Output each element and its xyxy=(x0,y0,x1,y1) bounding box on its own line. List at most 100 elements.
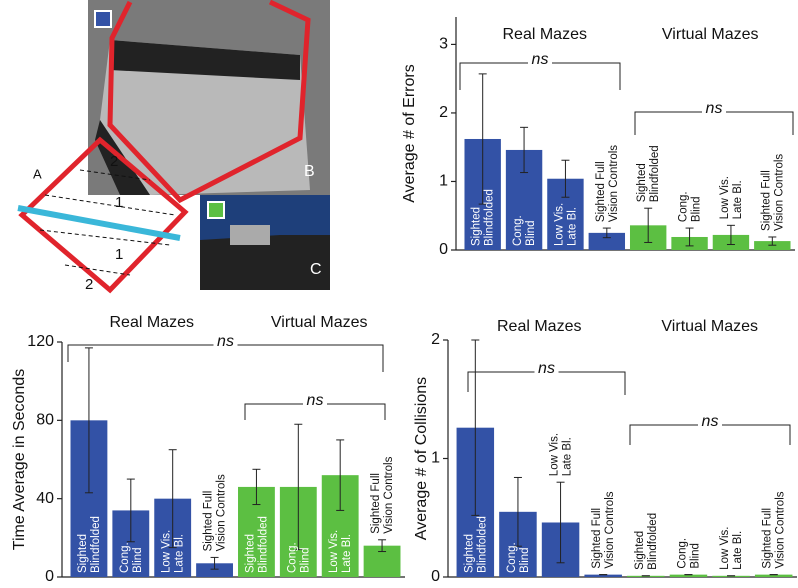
category-line: Low Vis. xyxy=(161,530,173,573)
y-axis-label: Average # of Collisions xyxy=(413,377,430,540)
zone-label: 2 xyxy=(85,276,93,293)
floor xyxy=(100,40,310,195)
y-tick-label: 3 xyxy=(439,36,448,53)
photo-panel: A B C 2 1 1 2 xyxy=(17,0,330,294)
category-line: Sighted xyxy=(634,531,646,570)
error-bar xyxy=(602,227,611,239)
category-label: Low Vis.Late Bl. xyxy=(719,176,744,219)
category-line: Sighted Full xyxy=(762,508,774,569)
error-bar xyxy=(294,423,303,551)
category-line: Late Bl. xyxy=(732,180,744,219)
annotation: ns xyxy=(532,51,549,68)
zone-label: 1 xyxy=(115,246,123,263)
category-line: Low Vis. xyxy=(553,203,565,246)
category-line: Blind xyxy=(519,547,531,573)
category-line: Sighted xyxy=(471,207,483,246)
category-label: SightedBlindfolded xyxy=(636,145,661,202)
bar xyxy=(754,574,793,577)
category-label: SightedBlindfolded xyxy=(471,189,496,246)
error-bar xyxy=(513,476,522,547)
error-bar xyxy=(210,556,219,570)
divider xyxy=(44,194,176,216)
category-label: SightedBlindfolded xyxy=(244,516,269,573)
category-label: SightedBlindfolded xyxy=(463,516,488,573)
category-label: Sighted FullVision Controls xyxy=(760,154,785,231)
error-bar xyxy=(685,227,694,247)
category-line: Vision Controls xyxy=(383,456,395,533)
bracket-gap xyxy=(528,60,552,66)
error-bar xyxy=(644,207,653,243)
annotation: ns xyxy=(307,392,324,409)
y-tick-label: 2 xyxy=(439,104,448,121)
category-line: Sighted xyxy=(77,534,89,573)
category-label: Low Vis.Late Bl. xyxy=(553,203,578,246)
category-line: Sighted xyxy=(244,534,256,573)
category-line: Blind xyxy=(689,543,701,569)
group-label: Real Mazes xyxy=(503,26,587,43)
category-label: Cong.Blind xyxy=(286,542,311,573)
category-line: Cong. xyxy=(676,538,688,569)
annotation: ns xyxy=(217,333,234,350)
y-tick-label: 1 xyxy=(431,450,440,467)
category-line: Cong. xyxy=(506,542,518,573)
category-line: Sighted Full xyxy=(203,491,215,552)
error-bar xyxy=(84,347,93,494)
category-line: Sighted xyxy=(636,163,648,202)
divider xyxy=(79,169,151,181)
error-bar xyxy=(252,468,261,506)
category-line: Late Bl. xyxy=(566,207,578,246)
category-label: Low Vis.Late Bl. xyxy=(719,527,744,570)
zone-label: 2 xyxy=(110,153,118,170)
category-line: Blind xyxy=(299,547,311,573)
maze-outline xyxy=(107,0,311,204)
category-line: Vision Controls xyxy=(775,491,787,568)
category-line: Sighted Full xyxy=(591,508,603,569)
category-line: Vision Controls xyxy=(216,474,228,551)
category-label: SightedBlindfolded xyxy=(77,516,102,573)
category-line: Blindfolded xyxy=(90,516,102,573)
error-bar xyxy=(471,339,480,516)
category-line: Vision Controls xyxy=(773,154,785,231)
category-line: Late Bl. xyxy=(562,437,574,476)
screenshot-floor xyxy=(200,235,330,290)
y-tick-label: 0 xyxy=(431,568,440,583)
y-axis-label: Average # of Errors xyxy=(401,64,418,202)
bracket-gap xyxy=(213,342,238,348)
category-line: Blind xyxy=(525,220,537,246)
maze-diagram xyxy=(18,136,189,294)
error-bar xyxy=(168,449,177,549)
category-label: Sighted FullVision Controls xyxy=(762,491,787,568)
category-line: Sighted Full xyxy=(370,473,382,534)
zone-label: 1 xyxy=(115,194,123,211)
category-line: Low Vis. xyxy=(328,530,340,573)
group-label: Real Mazes xyxy=(497,318,581,335)
error-bar xyxy=(520,126,529,174)
path xyxy=(17,205,181,241)
bar xyxy=(669,574,708,577)
category-line: Sighted Full xyxy=(760,170,772,231)
group-label: Virtual Mazes xyxy=(661,318,758,335)
category-label: Low Vis.Late Bl. xyxy=(161,530,186,573)
divider xyxy=(64,264,131,276)
bracket-gap xyxy=(534,369,559,375)
category-line: Blind xyxy=(132,547,144,573)
group-label: Virtual Mazes xyxy=(271,314,368,331)
error-bar xyxy=(336,439,345,511)
category-line: Sighted Full xyxy=(595,161,607,222)
annotation: ns xyxy=(706,100,723,117)
error-bar xyxy=(768,236,777,246)
bracket-gap xyxy=(698,422,722,428)
category-line: Cong. xyxy=(119,542,131,573)
bar xyxy=(584,574,622,577)
category-line: Vision Controls xyxy=(608,145,620,222)
category-line: Blindfolded xyxy=(257,516,269,573)
error-bar xyxy=(726,224,735,246)
category-line: Late Bl. xyxy=(174,534,186,573)
category-label: Cong.Blind xyxy=(676,538,701,569)
y-tick-label: 80 xyxy=(36,412,54,429)
category-label: Low Vis.Late Bl. xyxy=(328,530,353,573)
error-bar xyxy=(378,539,387,553)
y-axis-label: Time Average in Seconds xyxy=(11,369,28,550)
divider xyxy=(39,229,171,246)
screenshot-wall xyxy=(230,225,270,245)
